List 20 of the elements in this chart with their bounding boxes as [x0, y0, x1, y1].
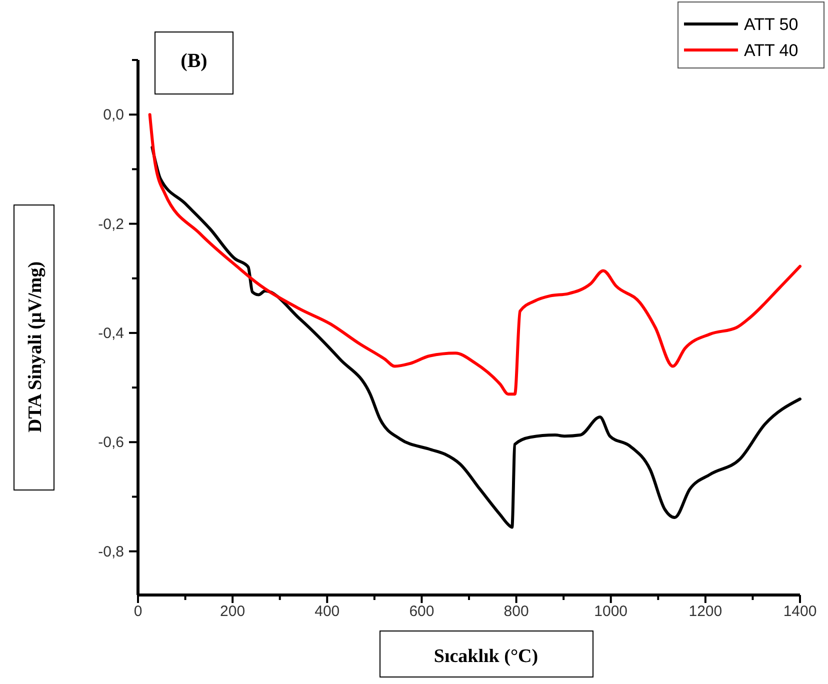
line-series	[148, 113, 802, 396]
x-tick-label: 600	[409, 603, 434, 620]
y-axis-title: DTA Sinyali (µV/mg)	[25, 261, 46, 433]
x-tick-label: 200	[220, 603, 246, 620]
line-series	[150, 146, 802, 529]
x-tick-label: 1400	[783, 603, 817, 620]
x-tick-label: 400	[314, 603, 340, 620]
annotation: (B)	[180, 50, 208, 72]
legend-label: ATT 40	[744, 41, 798, 60]
y-tick-label: -0,4	[98, 324, 124, 342]
legend-label: ATT 50	[744, 15, 798, 34]
y-tick-label: -0,2	[98, 216, 124, 233]
x-tick-label: 0	[134, 603, 142, 620]
y-tick-label: -0,8	[98, 543, 124, 560]
x-tick-label: 1200	[688, 603, 722, 620]
x-tick-label: 1000	[594, 603, 628, 620]
x-tick-label: 800	[504, 603, 529, 620]
y-tick-label: -0,6	[98, 434, 124, 452]
x-axis-title: Sıcaklık (°C)	[434, 646, 538, 667]
y-tick-label: 0,0	[103, 106, 124, 124]
